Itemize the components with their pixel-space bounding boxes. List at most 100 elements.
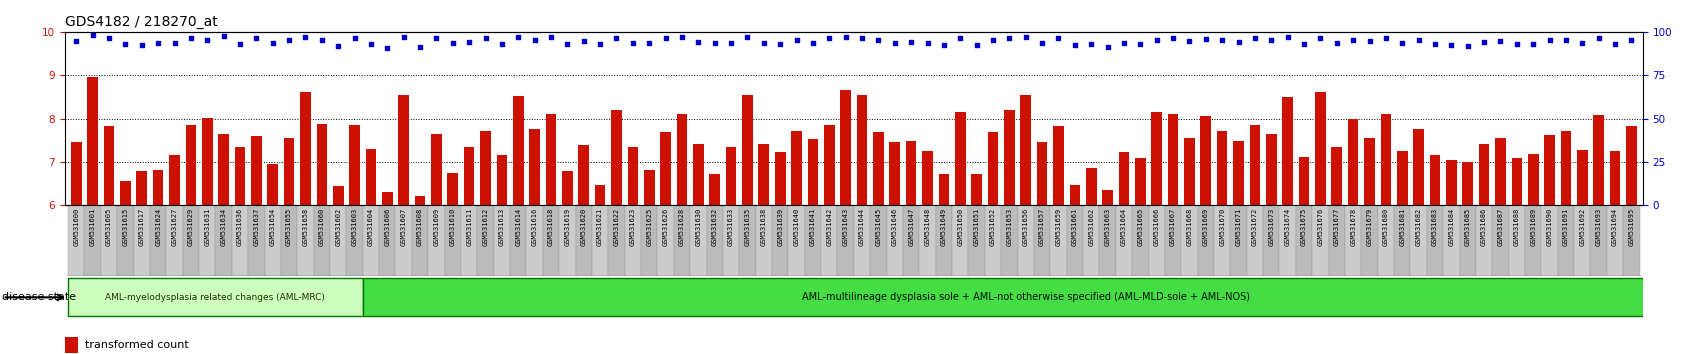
Bar [1446, 160, 1456, 205]
Text: GSM531605: GSM531605 [106, 207, 113, 246]
Text: GSM531637: GSM531637 [254, 207, 259, 246]
Point [1241, 36, 1269, 41]
Bar [199, 205, 215, 276]
Bar [1279, 205, 1296, 276]
Text: GSM531654: GSM531654 [269, 207, 276, 246]
Bar [1557, 205, 1574, 276]
Point [505, 35, 532, 40]
Point [914, 40, 941, 45]
Point [1257, 38, 1284, 43]
Text: GSM531653: GSM531653 [1006, 207, 1011, 246]
Point [341, 36, 368, 41]
Text: GSM531665: GSM531665 [1137, 207, 1142, 246]
Bar [1166, 114, 1178, 205]
Bar [852, 205, 870, 276]
Bar [1115, 205, 1132, 276]
Text: GSM531613: GSM531613 [498, 207, 505, 246]
Text: GSM531647: GSM531647 [907, 207, 914, 246]
Bar [1180, 205, 1197, 276]
Bar [1524, 205, 1541, 276]
Bar [1086, 169, 1096, 205]
Bar [118, 205, 133, 276]
Bar [447, 173, 459, 205]
Bar [119, 182, 131, 205]
Bar [951, 205, 968, 276]
Point [1616, 37, 1644, 42]
Bar [1393, 205, 1410, 276]
Bar [837, 205, 852, 276]
Bar [268, 164, 278, 205]
Bar [317, 124, 327, 205]
Bar [1410, 205, 1425, 276]
Text: GSM531679: GSM531679 [1366, 207, 1373, 246]
Text: GSM531693: GSM531693 [1594, 207, 1601, 246]
Text: GSM531629: GSM531629 [188, 207, 194, 246]
Bar [692, 144, 702, 205]
Point [1159, 36, 1187, 41]
Bar [546, 114, 556, 205]
Bar [1098, 205, 1115, 276]
Point [847, 35, 875, 41]
Point [554, 41, 581, 47]
Bar [1592, 115, 1603, 205]
Bar [706, 205, 723, 276]
Point [1534, 38, 1562, 43]
Point [390, 34, 418, 40]
Point [356, 41, 384, 47]
Bar [1118, 153, 1129, 205]
Point [472, 35, 500, 41]
Bar [1069, 184, 1079, 205]
Point [684, 39, 711, 45]
Bar [460, 205, 477, 276]
Text: GSM531661: GSM531661 [1071, 207, 1078, 246]
Bar [984, 205, 1001, 276]
Bar [1233, 141, 1243, 205]
Text: GSM531600: GSM531600 [73, 207, 78, 246]
Bar [1344, 205, 1361, 276]
Text: GSM531670: GSM531670 [1219, 207, 1224, 246]
Text: GSM531618: GSM531618 [547, 207, 554, 246]
Point [766, 41, 793, 47]
Point [373, 45, 401, 51]
Bar [1265, 134, 1275, 205]
Bar [938, 174, 948, 205]
Point [1437, 42, 1465, 48]
Bar [153, 170, 164, 205]
Text: GSM531658: GSM531658 [302, 207, 309, 246]
Point [587, 41, 614, 46]
Point [1371, 36, 1398, 41]
Point [210, 33, 237, 39]
Text: GSM531663: GSM531663 [1103, 207, 1110, 246]
Point [880, 40, 907, 46]
Bar [1475, 205, 1492, 276]
Bar [1347, 119, 1357, 205]
Point [1110, 40, 1137, 45]
Bar [1396, 151, 1407, 205]
Text: GSM531604: GSM531604 [368, 207, 373, 246]
Bar [251, 136, 261, 205]
Point [1355, 38, 1383, 44]
Point [1093, 44, 1120, 50]
Text: GSM531602: GSM531602 [334, 207, 341, 246]
Text: GSM531634: GSM531634 [220, 207, 227, 246]
Text: GSM531694: GSM531694 [1611, 207, 1616, 246]
Point [1078, 41, 1105, 47]
Bar [1621, 205, 1639, 276]
Point [438, 40, 465, 46]
Point [1323, 40, 1350, 45]
Text: GSM531636: GSM531636 [237, 207, 242, 246]
Point [309, 37, 336, 42]
Bar [1311, 205, 1328, 276]
Point [324, 43, 351, 49]
Bar [1147, 205, 1165, 276]
Text: GSM531671: GSM531671 [1234, 207, 1241, 246]
Bar [542, 205, 559, 276]
Text: GSM531609: GSM531609 [433, 207, 440, 246]
Bar [1151, 112, 1161, 205]
Bar [1001, 205, 1016, 276]
Bar [477, 205, 493, 276]
Bar [1378, 205, 1393, 276]
Bar [1066, 205, 1083, 276]
Bar [346, 205, 363, 276]
Point [128, 42, 155, 48]
